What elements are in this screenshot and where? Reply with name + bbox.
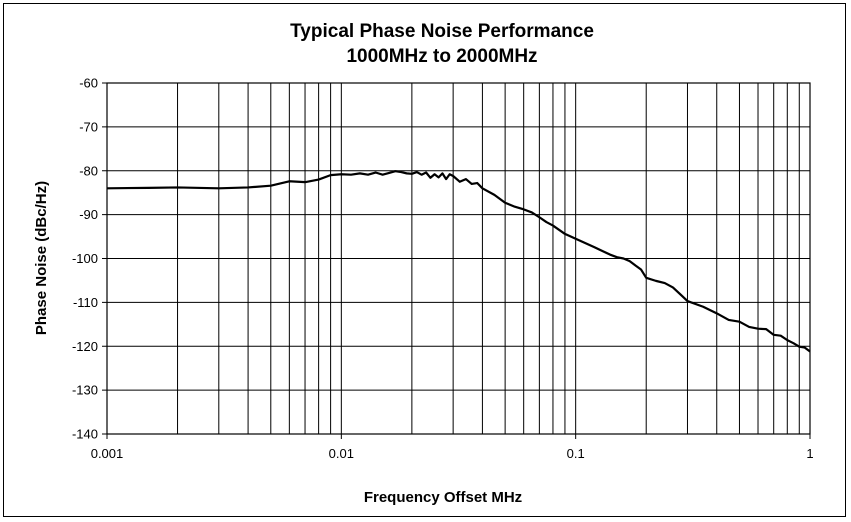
x-tick-label: 0.01 <box>329 446 354 461</box>
chart-frame <box>3 3 846 517</box>
y-tick-label: -120 <box>72 339 98 354</box>
chart-subtitle: 1000MHz to 2000MHz <box>346 46 537 67</box>
x-tick-label: 0.1 <box>567 446 585 461</box>
y-tick-label: -60 <box>79 76 98 91</box>
x-axis-label: Frequency Offset MHz <box>364 489 522 506</box>
y-axis-tick-labels: -60 -70 -80 -90 -100 -110 -120 -130 -140 <box>72 76 98 442</box>
y-tick-label: -90 <box>79 207 98 222</box>
series-line-phase-noise <box>106 170 811 353</box>
x-tick-label: 1 <box>806 446 813 461</box>
plot-area-border <box>106 82 811 435</box>
y-tick-label: -140 <box>72 427 98 442</box>
chart-title: Typical Phase Noise Performance <box>290 21 594 42</box>
y-tick-label: -130 <box>72 383 98 398</box>
x-tick-label: 0.001 <box>91 446 124 461</box>
y-tick-label: -80 <box>79 163 98 178</box>
y-tick-label: -70 <box>79 119 98 134</box>
grid-lines <box>102 82 811 435</box>
y-tick-label: -110 <box>73 295 98 310</box>
y-axis-label: Phase Noise (dBc/Hz) <box>33 181 50 335</box>
y-tick-label: -100 <box>72 251 98 266</box>
x-axis-tick-labels: 0.001 0.01 0.1 1 <box>91 434 814 461</box>
